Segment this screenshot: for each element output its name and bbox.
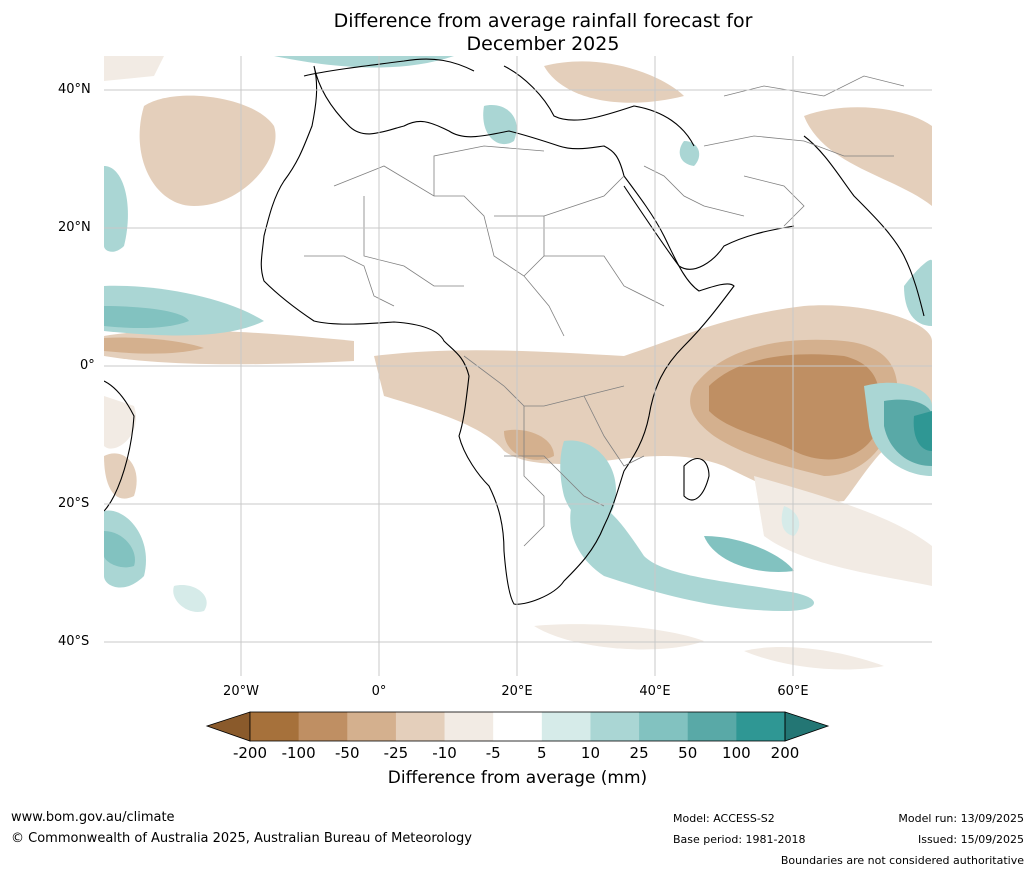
- map-svg: [104, 56, 932, 676]
- footer-url: www.bom.gov.au/climate: [11, 810, 175, 825]
- lat-tick-40n: 40°N: [58, 82, 91, 97]
- footer-base-period: Base period: 1981-2018: [673, 833, 806, 846]
- wet-anomaly-regions: [104, 56, 932, 612]
- lon-tick-20e: 20°E: [501, 684, 533, 699]
- colorbar-cell: [687, 712, 737, 741]
- colorbar-tick-label: -5: [485, 744, 501, 762]
- colorbar-cell: [590, 712, 640, 741]
- colorbar-high-extend: [784, 711, 830, 742]
- lon-tick-0: 0°: [371, 684, 387, 699]
- colorbar-title: Difference from average (mm): [387, 768, 648, 788]
- colorbar-cell: [250, 712, 300, 741]
- colorbar-tick-label: 50: [678, 744, 698, 762]
- colorbar-tick-label: 100: [722, 744, 751, 762]
- gridlines: [104, 56, 932, 676]
- colorbar-tick-label: -50: [335, 744, 360, 762]
- colorbar-tick-label: -100: [281, 744, 316, 762]
- footer-copyright: © Commonwealth of Australia 2025, Austra…: [11, 831, 472, 846]
- country-borders: [304, 75, 905, 547]
- lat-tick-20n: 20°N: [58, 220, 91, 235]
- colorbar-tick-label: -10: [432, 744, 457, 762]
- lon-tick-20w: 20°W: [223, 684, 259, 699]
- colorbar-tick-label: 5: [537, 744, 547, 762]
- colorbar-cell: [541, 712, 591, 741]
- rainfall-map: [104, 56, 932, 676]
- footer-issued: Issued: 15/09/2025: [917, 833, 1024, 846]
- colorbar-cell: [395, 712, 446, 741]
- title-line-2: December 2025: [466, 33, 620, 55]
- title-line-1: Difference from average rainfall forecas…: [333, 10, 753, 32]
- coastlines: [104, 58, 925, 605]
- colorbar-tick-label: 200: [770, 744, 800, 762]
- lat-tick-equator: 0°: [80, 358, 95, 373]
- lat-tick-40s: 40°S: [58, 634, 90, 649]
- colorbar-cell: [444, 712, 494, 741]
- lat-tick-20s: 20°S: [58, 496, 90, 511]
- colorbar-low-extend: [205, 711, 251, 742]
- lon-tick-60e: 60°E: [777, 684, 809, 699]
- map-title: Difference from average rainfall forecas…: [0, 10, 1035, 56]
- footer-model: Model: ACCESS-S2: [673, 812, 775, 825]
- footer-model-run: Model run: 13/09/2025: [898, 812, 1024, 825]
- colorbar-cell: [298, 712, 348, 741]
- colorbar-cell: [639, 712, 689, 741]
- colorbar-cell: [347, 712, 397, 741]
- colorbar-tick-label: -200: [232, 744, 268, 762]
- colorbar-tick-label: -25: [383, 744, 409, 762]
- footer-disclaimer: Boundaries are not considered authoritat…: [780, 854, 1024, 867]
- lon-tick-40e: 40°E: [639, 684, 671, 699]
- colorbar-cell: [493, 712, 543, 741]
- colorbar-cell: [736, 712, 786, 741]
- colorbar-tick-label: 25: [629, 744, 649, 762]
- colorbar-tick-label: 10: [580, 744, 600, 762]
